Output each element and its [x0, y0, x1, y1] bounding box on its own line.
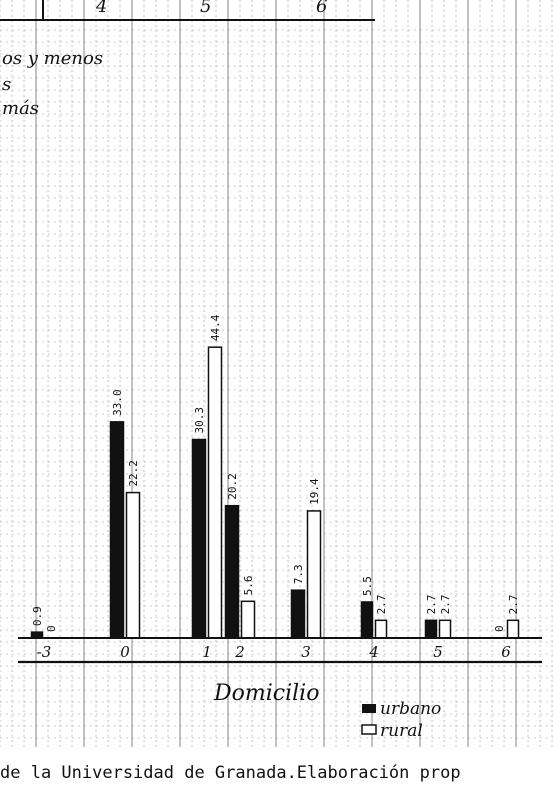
legend-swatch-urbano [362, 704, 376, 713]
header-rule [0, 0, 375, 21]
bar-rural-2 [240, 600, 256, 639]
bar-rural-6 [506, 619, 520, 639]
bar-urbano-0 [109, 421, 125, 639]
bar-rural-0 [125, 491, 141, 639]
bar-urbano-4 [360, 601, 374, 639]
value-label-urbano-6: 0 [493, 625, 506, 632]
value-label-urbano-5: 2.7 [425, 594, 438, 614]
x-tick-label: 4 [368, 643, 379, 661]
legend: urbano rural [361, 699, 441, 741]
value-label-rural-1: 44.4 [209, 314, 222, 341]
value-label-urbano-0: 33.0 [111, 389, 124, 416]
value-label-rural-2: 5.6 [242, 575, 255, 595]
value-label-urbano-4: 5.5 [361, 576, 374, 596]
bar-urbano-1 [191, 438, 207, 639]
header-col-4: 4 [95, 0, 107, 17]
value-label-rural-3: 19.4 [308, 478, 321, 505]
bar-rural-4 [374, 619, 388, 639]
x-tick-label: 6 [501, 643, 511, 661]
bars-layer [30, 346, 520, 639]
bar-urbano-3 [290, 589, 306, 639]
bar-urbano-5 [424, 619, 438, 639]
bar-rural-3 [306, 510, 322, 639]
bar-rural-5 [438, 619, 452, 639]
x-tick-label: 0 [120, 643, 130, 661]
value-label-rural-0: 22.2 [127, 460, 140, 487]
note-line-3: más [2, 98, 39, 119]
value-labels-layer: 0.9033.022.230.344.420.25.67.319.45.52.7… [31, 314, 520, 632]
bar-urbano-2 [224, 504, 240, 639]
value-label-urbano-1: 30.3 [193, 407, 206, 434]
legend-swatch-rural [361, 724, 377, 735]
value-label-rural-4: 2.7 [375, 594, 388, 614]
graph-paper-grid [0, 0, 553, 747]
x-tick-label: -3 [37, 643, 52, 661]
note-line-1: os y menos [2, 48, 103, 69]
header-col-6: 6 [316, 0, 327, 17]
x-axis-title: Domicilio [213, 681, 319, 706]
value-label-rural-6: 2.7 [507, 594, 520, 614]
value-label-urbano-3: 7.3 [292, 564, 305, 584]
value-label-rural--3: 0 [45, 625, 58, 632]
value-label-urbano-2: 20.2 [226, 473, 239, 500]
header-col-5: 5 [200, 0, 211, 17]
x-tick-label: 1 [202, 643, 212, 661]
value-label-urbano--3: 0.9 [31, 606, 44, 626]
x-tick-label: 3 [301, 643, 311, 661]
source-footnote: de la Universidad de Granada.Elaboración… [0, 763, 461, 783]
x-tick-label: 5 [433, 643, 443, 661]
x-tick-label: 2 [234, 643, 245, 661]
note-line-2: s [2, 74, 11, 95]
x-ticks-layer: -3 0 1 2 3 4 5 6 [37, 643, 512, 661]
value-label-rural-5: 2.7 [439, 594, 452, 614]
legend-label-urbano: urbano [380, 699, 441, 719]
bar-rural-1 [207, 346, 223, 639]
legend-label-rural: rural [380, 721, 423, 741]
